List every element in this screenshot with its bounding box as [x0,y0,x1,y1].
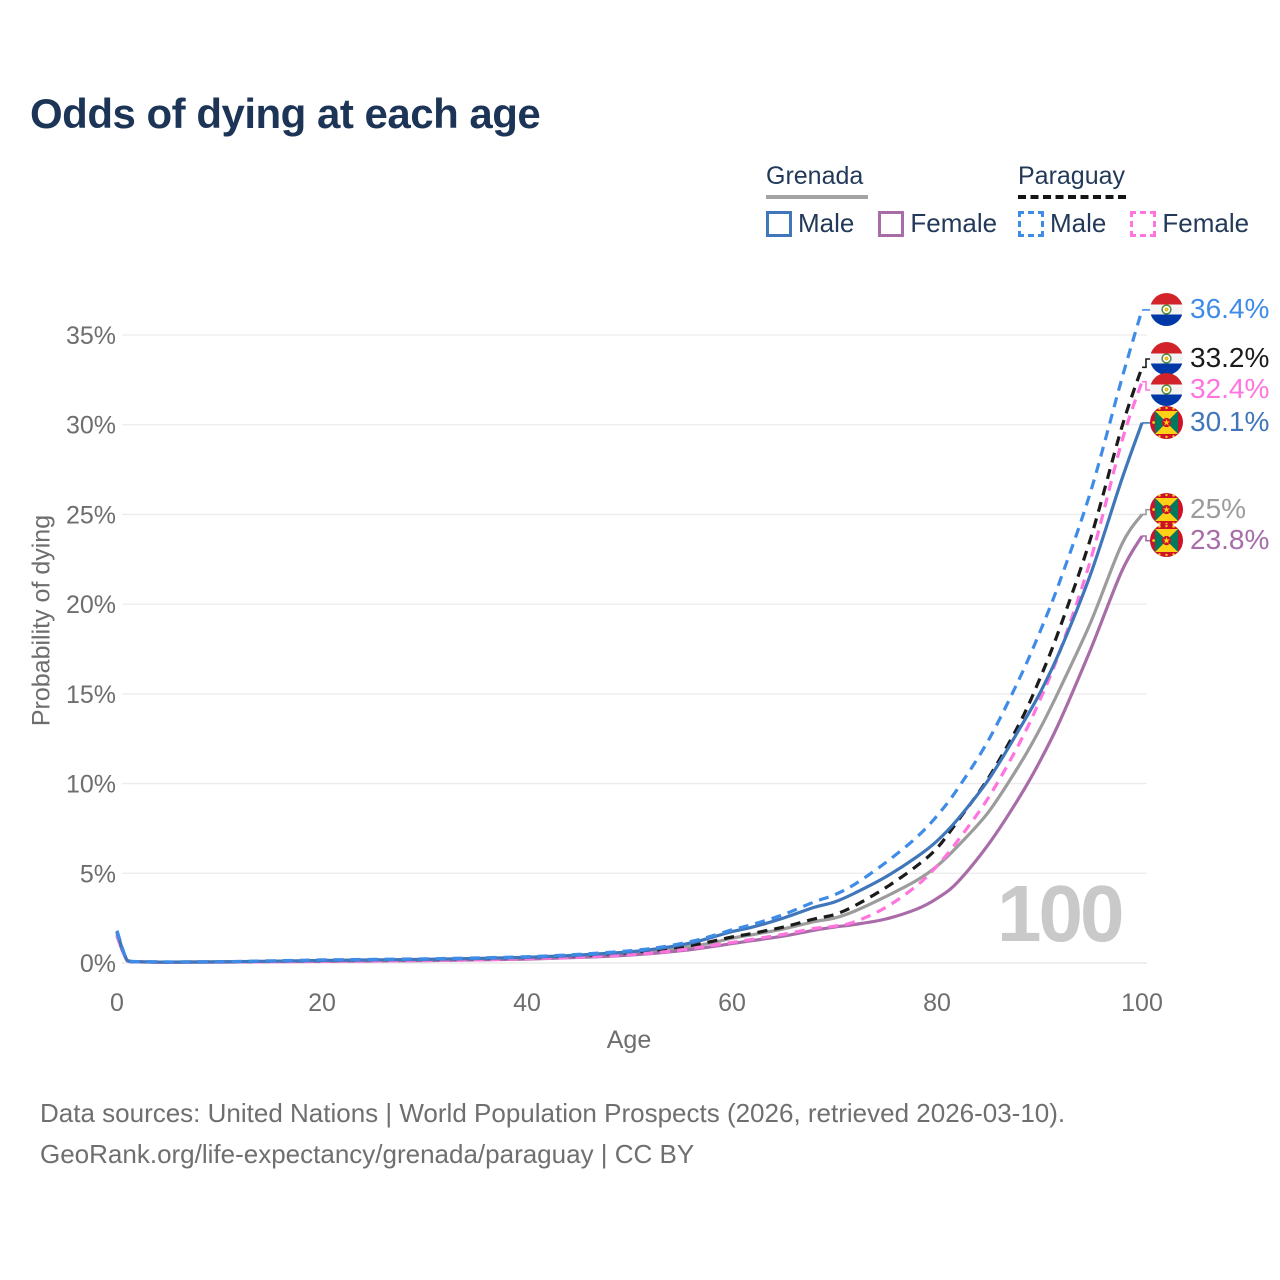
paraguay-dashed-line-sample [1018,195,1126,199]
y-tick-label: 25% [66,501,116,529]
attribution-note: GeoRank.org/life-expectancy/grenada/para… [40,1139,695,1169]
paraguay-flag-icon [1150,292,1183,326]
end-label-value: 36.4% [1190,293,1270,325]
end-label-paraguay-male: 36.4% [1150,292,1270,326]
end-label-value: 23.8% [1190,524,1270,556]
svg-text:★: ★ [1162,505,1170,515]
y-tick-label: 20% [66,591,116,619]
data-source-note: Data sources: United Nations | World Pop… [40,1098,1066,1128]
legend-country-paraguay-label: Paraguay [1018,162,1126,190]
end-label-value: 32.4% [1190,373,1270,405]
series-curves [115,309,1144,964]
grenada-solid-line-sample [766,195,868,199]
y-tick-label: 10% [66,771,116,799]
legend-item-grenada-male[interactable]: Male [766,208,854,239]
x-tick-label: 60 [718,989,746,1017]
hovered-age-indicator: 100 [997,869,1124,958]
end-label-value: 25% [1190,493,1247,525]
legend-country-grenada-label: Grenada [766,162,864,190]
y-tick-labels: 0% 5% 10% 15% 20% 25% 30% 35% [66,322,116,978]
page-title: Odds of dying at each age [30,90,541,137]
paraguay-flag-icon [1150,341,1183,375]
legend-group-paraguay: Paraguay Male Female [1018,162,1249,239]
x-tick-labels: 0 20 40 60 80 100 [110,989,1163,1017]
y-tick-label: 5% [80,860,116,888]
end-label-value: 30.1% [1190,406,1270,438]
y-gridlines [122,334,1147,964]
leader-line-paraguay-both [1142,358,1152,369]
legend-item-label: Male [798,208,855,238]
grenada-female-swatch-icon [878,210,905,237]
end-label-paraguay-female: 32.4% [1150,372,1270,406]
paraguay-flag-icon [1150,372,1183,406]
leader-lines [1142,309,1152,542]
end-label-value: 33.2% [1190,342,1270,374]
legend-item-label: Female [910,208,998,238]
x-axis-title: Age [606,1026,652,1054]
paraguay-male-swatch-icon [1018,210,1044,237]
leader-line-grenada-female [1142,535,1152,542]
end-label-grenada-male: ★ 30.1% [1150,405,1270,439]
end-label-grenada-both: ★ 25% [1150,492,1247,526]
svg-text:★: ★ [1162,419,1170,429]
legend-item-label: Male [1050,208,1107,238]
x-tick-label: 20 [308,989,336,1017]
curve-grenada-female[interactable] [115,535,1144,964]
legend-item-label: Female [1162,208,1250,238]
curve-paraguay-male[interactable] [115,309,1144,964]
leader-line-grenada-both [1142,508,1152,516]
grenada-flag-icon: ★ [1150,492,1183,526]
end-label-grenada-female: ★ 23.8% [1150,523,1270,557]
y-tick-label: 15% [66,681,116,709]
grenada-flag-icon: ★ [1150,523,1183,557]
y-tick-label: 30% [66,412,116,440]
end-label-paraguay-both: 33.2% [1150,341,1270,375]
svg-text:★: ★ [1162,536,1170,546]
x-tick-label: 0 [110,989,124,1017]
y-axis-title: Probability of dying [27,514,56,727]
y-tick-label: 0% [80,950,116,978]
leader-line-paraguay-female [1142,380,1152,391]
legend-item-grenada-female[interactable]: Female [878,208,997,239]
legend-item-paraguay-male[interactable]: Male [1018,208,1106,239]
grenada-male-swatch-icon [766,210,792,237]
x-tick-label: 40 [513,989,541,1017]
legend-item-paraguay-female[interactable]: Female [1130,208,1249,239]
legend-items-paraguay: Male Female [1018,208,1249,239]
x-tick-label: 80 [923,989,951,1017]
grenada-flag-icon: ★ [1150,405,1183,439]
legend-items-grenada: Male Female [766,208,997,239]
curve-paraguay-female[interactable] [115,381,1144,964]
paraguay-female-swatch-icon [1130,210,1157,237]
legend-group-grenada: Grenada Male Female [766,162,997,239]
y-tick-label: 35% [66,322,116,350]
curve-grenada-male[interactable] [115,422,1144,964]
x-tick-label: 100 [1121,989,1163,1017]
